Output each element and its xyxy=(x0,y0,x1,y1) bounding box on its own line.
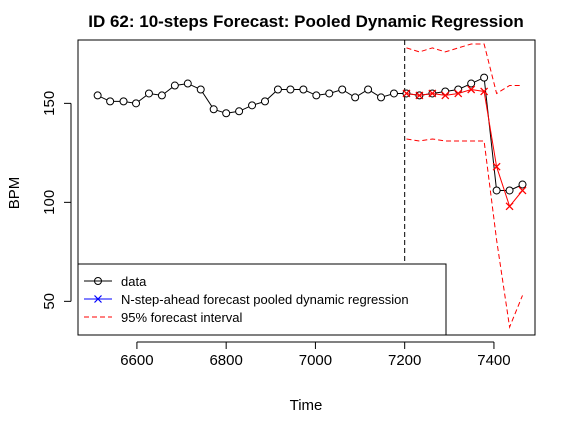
forecast-line xyxy=(406,88,523,208)
data-line xyxy=(97,76,523,191)
legend-label-data: data xyxy=(121,274,147,289)
legend-box xyxy=(77,263,447,336)
data-point xyxy=(492,186,501,195)
x-tick-label: 7000 xyxy=(299,352,332,369)
legend: data N-step-ahead forecast pooled dynami… xyxy=(77,263,447,336)
forecast-point-stroke xyxy=(428,89,437,98)
data-point xyxy=(325,89,334,98)
interval-lower-line xyxy=(406,138,523,329)
forecast-point-stroke xyxy=(402,89,411,98)
data-point xyxy=(248,101,257,110)
forecast-point-stroke xyxy=(467,85,476,94)
x-axis: 6600 6800 7000 7200 7400 xyxy=(120,341,511,369)
forecast-point xyxy=(467,85,476,94)
y-tick-label: 150 xyxy=(41,91,58,116)
x-tick-label: 6600 xyxy=(120,352,153,369)
x-tick-label: 7400 xyxy=(477,352,510,369)
chart-title: ID 62: 10-steps Forecast: Pooled Dynamic… xyxy=(88,12,524,31)
legend-marker-x-icon xyxy=(94,295,102,303)
forecast-point xyxy=(402,89,411,98)
legend-item-data: data xyxy=(84,274,147,289)
data-point xyxy=(170,81,179,90)
data-point xyxy=(106,97,115,106)
legend-label-interval: 95% forecast interval xyxy=(121,310,243,325)
data-point xyxy=(312,91,321,100)
data-point xyxy=(467,79,476,88)
y-tick-label: 50 xyxy=(41,293,58,310)
y-axis-label: BPM xyxy=(6,177,23,210)
forecast-point xyxy=(415,91,424,100)
legend-label-forecast: N-step-ahead forecast pooled dynamic reg… xyxy=(121,292,409,307)
forecast-point xyxy=(454,89,463,98)
data-point xyxy=(286,85,295,94)
legend-item-interval: 95% forecast interval xyxy=(84,310,243,325)
data-point xyxy=(299,85,308,94)
forecast-point-stroke xyxy=(454,89,463,98)
data-point xyxy=(389,89,398,98)
forecast-point xyxy=(492,162,501,171)
forecast-point xyxy=(441,91,450,100)
y-axis: 50 100 150 xyxy=(41,91,72,310)
forecast-point xyxy=(480,87,489,96)
data-point xyxy=(183,79,192,88)
data-point xyxy=(144,89,153,98)
data-point xyxy=(480,73,489,82)
forecast-point xyxy=(505,202,514,211)
data-point xyxy=(235,107,244,116)
forecast-point-stroke xyxy=(505,202,514,211)
data-point xyxy=(441,87,450,96)
data-point xyxy=(157,91,166,100)
data-point xyxy=(518,180,527,189)
x-tick-label: 6800 xyxy=(209,352,242,369)
data-point xyxy=(196,85,205,94)
forecast-point-stroke xyxy=(518,186,527,195)
data-point xyxy=(222,109,231,118)
forecast-point-stroke xyxy=(415,91,424,100)
data-point xyxy=(93,91,102,100)
forecast-point-stroke xyxy=(441,91,450,100)
data-point xyxy=(260,97,269,106)
data-point xyxy=(351,93,360,102)
forecast-point-stroke xyxy=(492,162,501,171)
x-axis-label: Time xyxy=(290,397,323,414)
y-tick-label: 100 xyxy=(41,190,58,215)
plot-layer xyxy=(93,40,527,335)
data-point xyxy=(338,85,347,94)
data-point xyxy=(364,85,373,94)
x-tick-label: 7200 xyxy=(388,352,421,369)
legend-marker-circle-icon xyxy=(94,277,102,285)
data-point xyxy=(377,93,386,102)
data-point xyxy=(505,186,514,195)
data-point xyxy=(132,99,141,108)
data-point xyxy=(454,85,463,94)
legend-item-forecast: N-step-ahead forecast pooled dynamic reg… xyxy=(84,292,409,307)
forecast-point xyxy=(428,89,437,98)
data-point xyxy=(209,105,218,114)
data-point xyxy=(119,97,128,106)
interval-upper-line xyxy=(406,43,523,95)
data-point xyxy=(273,85,282,94)
forecast-point-stroke xyxy=(480,87,489,96)
forecast-point xyxy=(518,186,527,195)
